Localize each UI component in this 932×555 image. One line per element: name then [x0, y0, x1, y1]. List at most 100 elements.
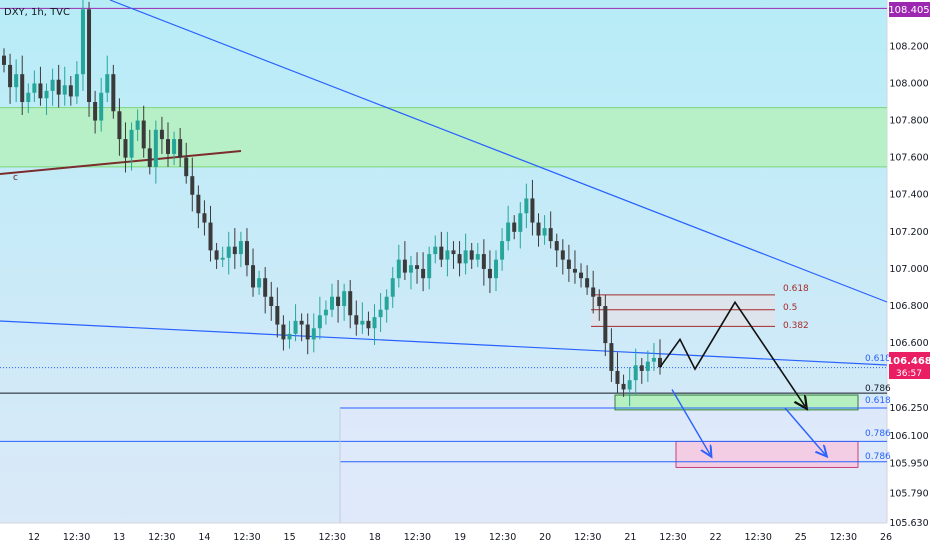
- symbol-label: DXY, 1h, TVC: [4, 7, 70, 18]
- bearish-projection-arrow-1: [671, 389, 710, 454]
- time-tick: 14: [198, 532, 210, 543]
- candle-body: [651, 357, 656, 362]
- candle-body: [269, 296, 274, 307]
- candle-body: [554, 241, 559, 251]
- top-price-badge-text: 108.405: [888, 5, 929, 16]
- price-tick: 107.200: [889, 227, 928, 238]
- candle-body: [451, 250, 456, 255]
- candle-body: [293, 320, 298, 334]
- candle-body: [26, 92, 31, 103]
- target-zone: [675, 440, 859, 468]
- fib-label-bottom-786a: 0.786: [865, 429, 891, 439]
- candle-body: [639, 365, 644, 371]
- candle-body: [141, 120, 146, 149]
- candle-body: [518, 213, 523, 232]
- time-tick: 13: [113, 532, 125, 543]
- price-tick: 108.000: [889, 78, 928, 89]
- candle-body: [117, 111, 122, 140]
- candle-body: [512, 222, 517, 232]
- candle-body: [445, 250, 450, 260]
- fib-label-upper-382: 0.382: [783, 321, 809, 331]
- fib-label-lower-786: 0.786: [865, 384, 891, 394]
- time-tick: 15: [284, 532, 296, 543]
- candle-body: [93, 102, 98, 121]
- time-tick: 12:30: [574, 532, 601, 543]
- time-tick: 26: [880, 532, 892, 543]
- candle-body: [208, 222, 213, 251]
- candle-body: [396, 259, 401, 279]
- candle-body: [172, 139, 177, 154]
- fib-label-lower-618: 0.618: [865, 396, 891, 406]
- candle-body: [123, 139, 128, 158]
- current-price-badge-text: 106.468: [886, 356, 932, 367]
- fib-label-upper-618: 0.618: [783, 284, 809, 294]
- candle-body: [457, 254, 462, 264]
- candle-body: [8, 64, 13, 88]
- candle-body: [591, 287, 596, 297]
- price-tick: 106.600: [889, 338, 928, 349]
- price-tick: 105.790: [889, 488, 928, 499]
- candle-body: [184, 157, 189, 177]
- candle-body: [275, 306, 280, 325]
- candle-body: [62, 85, 67, 95]
- candle-body: [566, 259, 571, 269]
- candle-body: [56, 79, 61, 95]
- candle-body: [585, 278, 590, 288]
- price-tick: 107.800: [889, 116, 928, 127]
- candle-body: [621, 383, 626, 390]
- candle-body: [281, 324, 286, 340]
- fib-label-upper-5: 0.5: [783, 303, 797, 313]
- candle-body: [560, 250, 565, 260]
- candle-body: [20, 74, 25, 103]
- candle-body: [214, 250, 219, 260]
- candle-body: [366, 320, 371, 329]
- candle-body: [384, 296, 389, 310]
- candle-body: [166, 139, 170, 154]
- candle-body: [421, 268, 426, 279]
- candle-body: [475, 254, 480, 260]
- candle-body: [415, 265, 420, 269]
- candle-body: [390, 278, 395, 297]
- candle-body: [129, 129, 134, 158]
- time-tick: 12:30: [319, 532, 346, 543]
- candle-body: [232, 246, 237, 255]
- candle-body: [32, 83, 37, 93]
- time-tick: 18: [369, 532, 381, 543]
- candle-body: [469, 250, 474, 260]
- trendline-marker: c: [13, 173, 18, 183]
- time-tick: 12:30: [233, 532, 260, 543]
- candle-body: [645, 361, 650, 371]
- bearish-projection-arrow-2: [784, 407, 825, 454]
- candle-body: [111, 74, 116, 112]
- candle-body: [80, 9, 85, 75]
- time-axis-background: [0, 523, 887, 550]
- candle-body: [530, 198, 535, 223]
- candle-body: [330, 296, 334, 310]
- candle-body: [105, 74, 110, 93]
- candle-body: [536, 222, 541, 236]
- candle-body: [305, 324, 310, 340]
- candle-body: [244, 241, 249, 266]
- candle-body: [74, 74, 79, 97]
- candle-body: [658, 357, 662, 368]
- price-tick: 107.600: [889, 153, 928, 164]
- candle-body: [226, 246, 231, 258]
- price-tick: 105.630: [889, 518, 928, 529]
- candle-body: [609, 343, 614, 371]
- time-tick: 20: [539, 532, 551, 543]
- time-tick: 22: [710, 532, 722, 543]
- time-tick: 12:30: [745, 532, 772, 543]
- candle-body: [360, 320, 365, 325]
- current-price-badge: 106.468 36:57: [886, 352, 932, 379]
- descending-trendline: [109, 0, 888, 303]
- candle-body: [579, 272, 584, 279]
- bullish-projection-arrow: [659, 300, 805, 406]
- candle-body: [323, 309, 328, 316]
- candle-body: [494, 259, 498, 279]
- time-tick: 12:30: [659, 532, 686, 543]
- candle-body: [263, 278, 268, 297]
- candle-body: [220, 257, 225, 260]
- candle-body: [38, 83, 43, 99]
